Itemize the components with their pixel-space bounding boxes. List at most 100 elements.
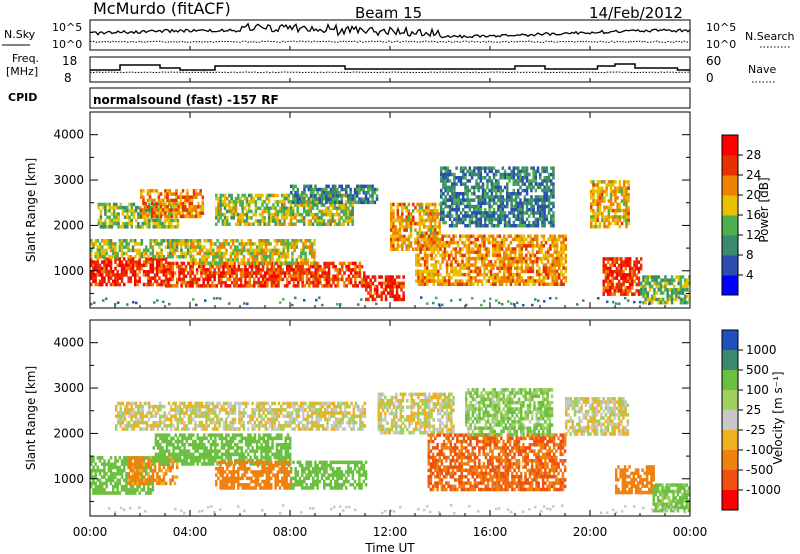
range-gate-cell xyxy=(109,462,113,466)
range-gate-cell xyxy=(169,245,172,249)
range-gate-cell xyxy=(136,459,139,463)
range-gate-cell xyxy=(260,251,263,256)
range-gate-cell xyxy=(538,279,541,283)
colorbar-swatch xyxy=(722,195,738,216)
range-gate-cell xyxy=(367,275,370,279)
range-gate-cell xyxy=(392,209,395,213)
range-gate-cell xyxy=(409,231,413,235)
range-gate-cell xyxy=(199,214,202,219)
range-gate-cell xyxy=(250,193,253,198)
range-gate-cell xyxy=(105,251,108,256)
range-gate-cell xyxy=(143,218,147,223)
range-gate-cell xyxy=(538,276,541,280)
range-gate-cell xyxy=(168,208,172,212)
range-gate-cell xyxy=(253,251,257,256)
range-gate-cell xyxy=(128,221,131,226)
freq-left-tick-top: 18 xyxy=(62,54,77,68)
range-gate-cell xyxy=(444,198,447,202)
range-gate-cell xyxy=(562,237,565,242)
range-gate-cell xyxy=(452,256,455,261)
range-gate-cell xyxy=(419,256,422,261)
range-gate-cell xyxy=(529,279,532,283)
range-gate-cell xyxy=(614,196,617,200)
range-gate-cell xyxy=(325,274,329,278)
range-gate-cell xyxy=(127,456,130,460)
range-gate-cell xyxy=(465,244,469,248)
range-gate-cell xyxy=(443,240,447,245)
range-gate-cell xyxy=(448,208,452,212)
range-gate-cell xyxy=(521,224,524,228)
range-gate-cell xyxy=(450,250,453,254)
range-gate-cell xyxy=(199,211,202,215)
range-gate-cell xyxy=(531,244,535,248)
range-gate-cell xyxy=(272,280,276,285)
range-gate-cell xyxy=(503,234,506,238)
range-gate-cell xyxy=(211,271,214,275)
range-gate-cell xyxy=(331,187,335,192)
range-gate-cell xyxy=(468,217,472,222)
range-gate-cell xyxy=(484,195,487,199)
range-gate-cell xyxy=(403,218,406,223)
range-gate-cell xyxy=(464,192,467,196)
range-gate-cell xyxy=(541,220,544,225)
range-gate-cell xyxy=(426,272,429,277)
range-gate-cell xyxy=(531,266,535,270)
range-gate-cell xyxy=(622,279,625,284)
range-gate-cell xyxy=(147,257,150,261)
range-gate-cell xyxy=(307,209,310,214)
range-gate-cell xyxy=(440,188,443,193)
range-gate-cell xyxy=(442,172,445,177)
range-gate-cell xyxy=(248,274,252,278)
range-gate-cell xyxy=(145,225,149,229)
range-gate-cell xyxy=(274,193,277,198)
range-gate-cell xyxy=(371,294,375,298)
range-gate-cell xyxy=(496,253,499,258)
range-gate-cell xyxy=(356,200,359,205)
range-gate-cell xyxy=(446,176,450,180)
range-gate-cell xyxy=(347,200,350,205)
range-gate-cell xyxy=(489,266,493,270)
range-gate-cell xyxy=(193,277,197,282)
range-gate-cell xyxy=(373,200,377,205)
range-gate-cell xyxy=(553,279,557,283)
range-gate-cell xyxy=(327,206,330,210)
range-gate-cell xyxy=(401,237,404,242)
range-gate-cell xyxy=(159,214,163,219)
range-gate-cell xyxy=(596,218,600,222)
range-gate-cell xyxy=(369,288,372,292)
range-gate-cell xyxy=(550,208,553,212)
range-gate-cell xyxy=(131,472,135,476)
range-gate-cell xyxy=(392,228,395,232)
range-gate-cell xyxy=(510,169,513,174)
range-gate-cell xyxy=(541,198,544,202)
range-gate-cell xyxy=(296,194,300,198)
range-gate-cell xyxy=(327,209,330,214)
range-gate-cell xyxy=(195,271,199,275)
range-gate-cell xyxy=(243,206,247,210)
range-gate-cell xyxy=(555,256,559,261)
range-gate-cell xyxy=(134,456,137,460)
range-gate-cell xyxy=(327,271,331,275)
range-gate-cell xyxy=(459,247,462,251)
range-gate-cell xyxy=(138,491,141,495)
range-gate-cell xyxy=(470,240,473,245)
range-gate-cell xyxy=(453,198,456,202)
range-gate-cell xyxy=(289,219,293,223)
range-gate-cell xyxy=(281,209,284,214)
range-gate-cell xyxy=(679,300,683,305)
range-gate-cell xyxy=(118,260,122,264)
range-gate-cell xyxy=(594,221,597,226)
range-gate-cell xyxy=(256,245,259,249)
range-gate-cell xyxy=(179,198,183,203)
range-gate-cell xyxy=(455,214,458,218)
range-gate-cell xyxy=(530,195,533,199)
range-gate-cell xyxy=(512,176,516,180)
range-gate-cell xyxy=(289,212,293,217)
range-gate-cell xyxy=(506,185,509,190)
range-gate-cell xyxy=(167,242,170,246)
range-gate-cell xyxy=(476,247,480,251)
range-gate-cell xyxy=(523,169,527,174)
range-gate-cell xyxy=(267,255,270,259)
range-gate-cell xyxy=(453,192,456,196)
range-gate-cell xyxy=(178,274,181,278)
